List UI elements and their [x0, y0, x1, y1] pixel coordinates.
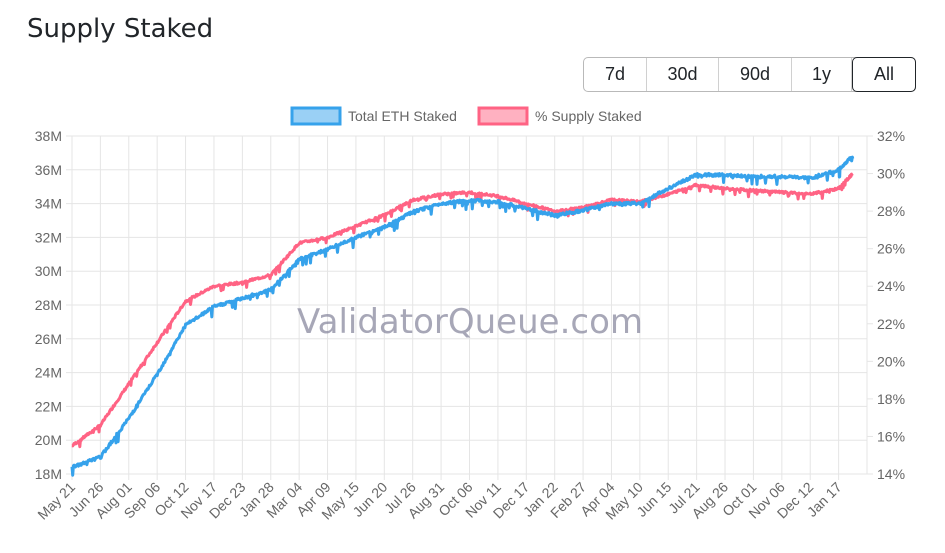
legend-total-eth-staked-label: Total ETH Staked: [348, 108, 457, 124]
legend-pct-supply-staked-label: % Supply Staked: [535, 108, 642, 124]
y-right-tick-label: 14%: [877, 466, 905, 482]
y-left-tick-label: 24M: [35, 365, 62, 381]
y-left-tick-label: 38M: [35, 128, 62, 144]
range-all-button[interactable]: All: [852, 57, 916, 92]
legend-total-eth-staked-swatch: [290, 106, 342, 126]
y-left-tick-label: 36M: [35, 162, 62, 178]
series-line-total-eth-staked: [70, 155, 855, 477]
y-right-tick-label: 18%: [877, 391, 905, 407]
y-left-tick-label: 28M: [35, 297, 62, 313]
y-right-tick-label: 22%: [877, 316, 905, 332]
y-right-tick-label: 28%: [877, 203, 905, 219]
chart-series: [70, 155, 855, 477]
y-left-tick-label: 34M: [35, 196, 62, 212]
y-right-tick-label: 20%: [877, 353, 905, 369]
y-right-tick-label: 16%: [877, 428, 905, 444]
range-90d-button[interactable]: 90d: [719, 58, 792, 91]
range-1y-button[interactable]: 1y: [792, 58, 852, 91]
legend-pct-supply-staked-swatch: [477, 106, 529, 126]
y-left-tick-label: 20M: [35, 432, 62, 448]
range-7d-button[interactable]: 7d: [584, 58, 647, 91]
y-right-tick-label: 24%: [877, 278, 905, 294]
y-left-tick-label: 32M: [35, 229, 62, 245]
watermark: ValidatorQueue.com: [297, 302, 643, 342]
y-right-tick-label: 32%: [877, 128, 905, 144]
series-line-pct-supply-staked: [71, 172, 854, 449]
y-right-tick-label: 30%: [877, 166, 905, 182]
time-range-selector: 7d 30d 90d 1y All: [583, 57, 916, 92]
y-right-tick-label: 26%: [877, 241, 905, 257]
y-left-tick-label: 30M: [35, 263, 62, 279]
y-left-tick-label: 18M: [35, 466, 62, 482]
page-title: Supply Staked: [27, 14, 214, 44]
range-30d-button[interactable]: 30d: [647, 58, 719, 91]
y-left-tick-label: 22M: [35, 398, 62, 414]
chart-legend: Total ETH Staked % Supply Staked: [290, 106, 642, 126]
y-left-tick-label: 26M: [35, 331, 62, 347]
